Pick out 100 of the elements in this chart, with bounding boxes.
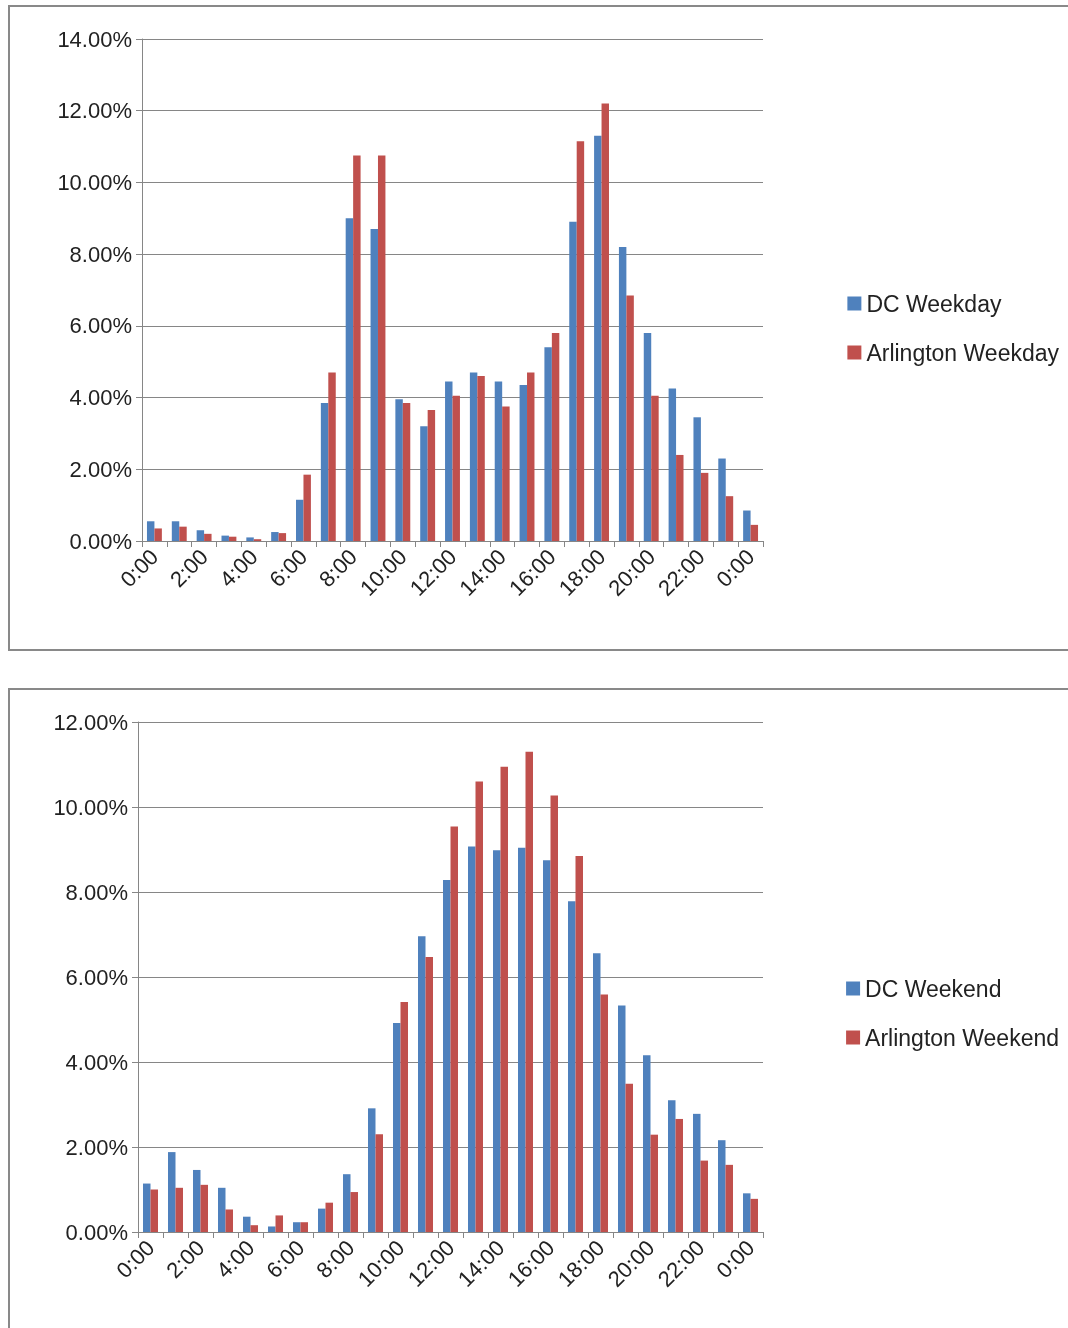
bar: [643, 333, 652, 541]
bar: [325, 1202, 333, 1232]
bar: [618, 1005, 626, 1232]
bar: [179, 526, 187, 541]
bar: [519, 385, 528, 541]
y-tick-label: 0.00%: [65, 1219, 128, 1245]
bar: [243, 1216, 251, 1232]
x-tick-label: 6:00: [264, 544, 313, 593]
y-tick-label: 14.00%: [57, 26, 132, 52]
bar: [193, 1169, 201, 1232]
bar: [452, 395, 460, 541]
y-tick-label: 4.00%: [69, 385, 132, 411]
bar: [568, 901, 576, 1232]
bar: [196, 530, 205, 541]
bar: [425, 957, 433, 1232]
bar: [377, 155, 386, 541]
legend-label: DC Weekday: [866, 290, 1002, 317]
bar: [221, 535, 229, 541]
bar: [700, 1160, 708, 1232]
bar: [218, 1187, 226, 1232]
bar: [418, 936, 426, 1232]
bar: [468, 846, 476, 1232]
bar: [651, 395, 659, 541]
bar: [318, 1208, 326, 1232]
bar: [225, 1209, 233, 1232]
bar: [350, 1192, 358, 1232]
bar: [246, 537, 254, 541]
x-tick-label: 4:00: [211, 1235, 260, 1284]
bar: [502, 406, 510, 541]
bar: [525, 751, 533, 1232]
bar: [268, 1226, 276, 1232]
bar: [593, 953, 601, 1232]
bar: [743, 1193, 751, 1232]
bar: [370, 229, 378, 541]
bar: [393, 1022, 401, 1232]
bar: [278, 533, 287, 541]
bar: [175, 1187, 183, 1232]
y-tick-label: 12.00%: [53, 709, 128, 735]
bar: [750, 524, 759, 541]
x-tick-label: 6:00: [261, 1235, 310, 1284]
bar: [700, 472, 709, 541]
bar: [150, 1189, 158, 1232]
bar: [527, 372, 535, 541]
bar: [402, 402, 411, 541]
bar: [300, 1222, 308, 1232]
bar: [343, 1174, 351, 1232]
bar: [643, 1055, 651, 1232]
y-tick-label: 6.00%: [69, 313, 132, 339]
bar: [693, 1113, 701, 1232]
y-tick-label: 2.00%: [65, 1134, 128, 1160]
bar: [494, 381, 503, 541]
bar: [275, 1215, 283, 1232]
bar: [493, 850, 501, 1232]
bar: [544, 347, 552, 541]
bar: [618, 246, 627, 541]
bar: [477, 376, 485, 541]
bar: [500, 766, 508, 1232]
bar: [601, 103, 609, 541]
bar: [750, 1198, 758, 1232]
bar: [353, 155, 361, 541]
bar: [328, 372, 336, 541]
bar: [345, 218, 354, 541]
bar: [576, 141, 585, 541]
y-tick-label: 12.00%: [57, 98, 132, 124]
bar: [676, 454, 684, 541]
bar: [594, 135, 602, 541]
bar: [675, 1118, 683, 1232]
bar: [146, 521, 155, 541]
bar: [320, 402, 329, 541]
bar: [600, 994, 608, 1232]
y-tick-label: 4.00%: [65, 1049, 128, 1075]
bar: [443, 880, 451, 1232]
bar: [171, 521, 180, 541]
bar: [718, 1140, 726, 1232]
bar: [296, 499, 304, 541]
bar: [168, 1152, 176, 1232]
bar: [375, 1134, 383, 1232]
y-tick-label: 10.00%: [57, 169, 132, 195]
bar: [650, 1134, 658, 1232]
x-tick-label: 0:00: [711, 1235, 760, 1284]
bar: [204, 533, 212, 541]
bar: [475, 781, 483, 1232]
bar: [368, 1108, 376, 1232]
bar: [271, 532, 279, 541]
legend-label: Arlington Weekday: [866, 339, 1060, 366]
bar: [469, 372, 478, 541]
x-tick-label: 8:00: [311, 1235, 360, 1284]
bar: [427, 410, 436, 541]
bar: [693, 417, 701, 541]
bar: [518, 847, 526, 1232]
y-tick-label: 2.00%: [69, 456, 132, 482]
bar: [543, 860, 551, 1232]
bar: [625, 1083, 633, 1232]
bar: [550, 795, 558, 1232]
y-tick-label: 0.00%: [69, 528, 132, 554]
bar: [575, 855, 583, 1232]
bar: [303, 474, 311, 541]
legend-label: Arlington Weekend: [865, 1024, 1060, 1051]
bar: [293, 1222, 301, 1232]
y-tick-label: 8.00%: [65, 879, 128, 905]
